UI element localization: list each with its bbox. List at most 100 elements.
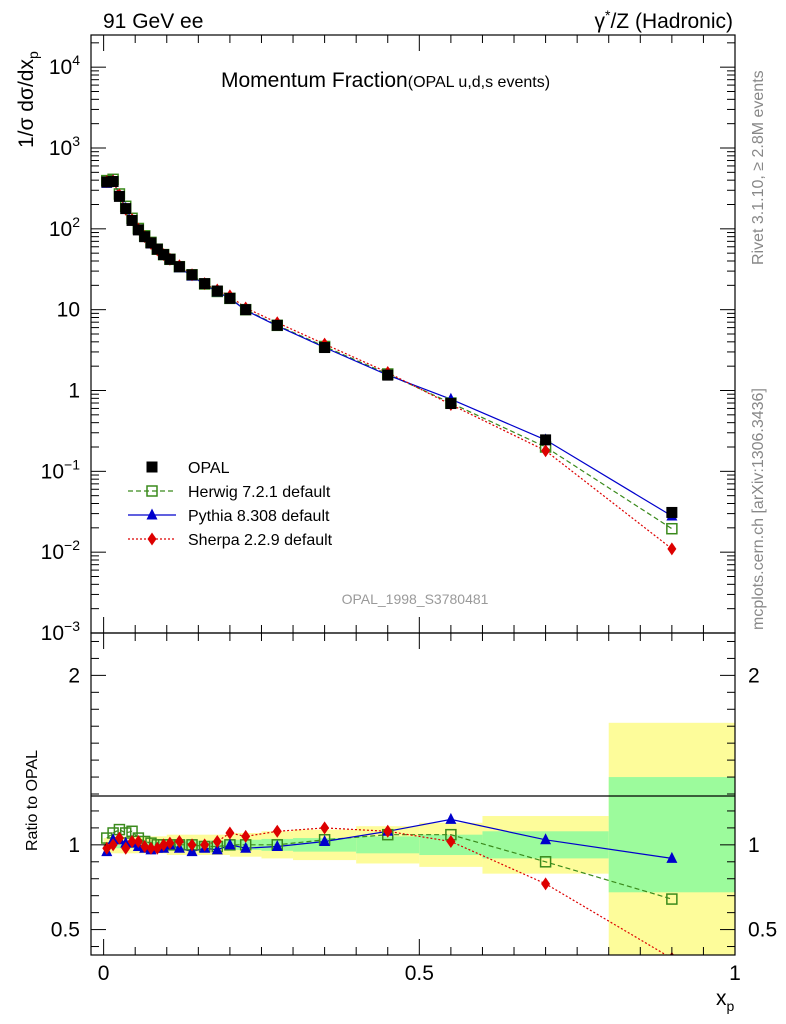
ratio-tick-labels: 0.5 0.5 1 1 2 2 (51, 664, 777, 941)
ratio-panel-series (101, 812, 678, 955)
header-right-label: γ*/Z (Hadronic) (595, 7, 733, 33)
ratio-point-2-9 (159, 838, 169, 852)
main-ytick-label-2: 102 (49, 214, 80, 241)
main-ytick-label-5: 10−1 (41, 456, 81, 483)
main-point-0-7 (145, 237, 157, 249)
ratio-ytick-label-left-0: 0.5 (51, 919, 80, 942)
ratio-point-2-19 (383, 824, 393, 838)
plot-title: Momentum Fraction(OPAL u,d,s events) (221, 69, 550, 92)
main-y-axis-label: 1/σ dσ/dxp (15, 51, 41, 148)
ratio-ytick-label-right-1: 1 (748, 834, 760, 857)
ratio-point-2-1 (108, 838, 118, 852)
ratio-point-0-21 (539, 856, 552, 868)
ratio-point-2-4 (127, 834, 137, 848)
ratio-band-inner-2 (166, 840, 230, 850)
ratio-point-2-5 (133, 834, 143, 848)
ratio-point-2-16 (241, 829, 251, 843)
legend-marker-0 (146, 461, 158, 473)
main-point-0-22 (666, 506, 678, 518)
header-left-label: 91 GeV ee (103, 10, 203, 33)
x-tick-label-1: 0.5 (405, 962, 434, 985)
main-point-0-17 (271, 319, 283, 331)
mcplots-label: mcplots.cern.ch [arXiv:1306.3436] (750, 388, 767, 630)
ratio-point-2-20 (446, 834, 456, 848)
legend-label-1: Herwig 7.2.1 default (188, 484, 331, 501)
analysis-id-label: OPAL_1998_S3780481 (342, 591, 489, 607)
x-tick-label-0: 0 (98, 962, 110, 985)
ratio-point-2-18 (320, 821, 330, 835)
main-point-0-8 (151, 243, 163, 255)
ratio-point-2-15 (225, 826, 235, 840)
ratio-point-1-14 (211, 843, 223, 855)
ratio-point-2-12 (187, 838, 197, 852)
main-point-3-21 (541, 444, 551, 458)
ratio-point-2-14 (212, 834, 222, 848)
main-point-0-3 (120, 203, 132, 215)
main-point-3-22 (667, 542, 677, 556)
ratio-point-2-3 (121, 841, 131, 855)
main-point-0-19 (382, 369, 394, 381)
ratio-point-1-22 (666, 851, 678, 863)
main-point-0-2 (113, 190, 125, 202)
ratio-point-1-18 (319, 834, 331, 846)
ratio-point-1-15 (224, 838, 236, 850)
main-point-0-14 (211, 285, 223, 297)
ratio-ytick-label-left-2: 2 (68, 664, 80, 687)
ratio-point-2-17 (272, 824, 282, 838)
ratio-point-1-20 (445, 812, 457, 824)
x-tick-label-2: 1 (729, 962, 741, 985)
legend-marker-1 (146, 485, 158, 497)
main-ytick-label-6: 10−2 (41, 537, 81, 564)
main-point-0-13 (199, 278, 211, 290)
rivet-version-label: Rivet 3.1.10, ≥ 2.8M events (750, 70, 767, 265)
ratio-y-axis-label: Ratio to OPAL (24, 750, 41, 851)
main-point-0-11 (173, 261, 185, 273)
main-ytick-label-1: 103 (49, 133, 80, 160)
main-panel-series (101, 173, 678, 556)
main-point-0-6 (139, 231, 151, 243)
legend-label-0: OPAL (188, 460, 230, 477)
x-axis-label: xp (716, 987, 735, 1014)
legend-label-3: Sherpa 2.2.9 default (188, 532, 333, 549)
ratio-point-1-17 (271, 840, 283, 852)
main-point-0-20 (445, 398, 457, 410)
main-point-0-18 (319, 342, 331, 354)
main-point-0-16 (240, 304, 252, 316)
main-point-0-15 (224, 292, 236, 304)
ratio-point-0-22 (666, 893, 678, 905)
ratio-uncertainty-bands (103, 722, 735, 955)
main-ytick-label-4: 1 (68, 380, 80, 403)
main-point-0-5 (132, 224, 144, 236)
main-ytick-label-7: 10−3 (41, 618, 81, 645)
legend: OPAL Herwig 7.2.1 default Pythia 8.308 def… (128, 460, 333, 549)
main-point-0-0 (101, 176, 113, 188)
main-point-0-21 (540, 434, 552, 446)
ratio-point-2-11 (174, 834, 184, 848)
main-point-0-10 (164, 253, 176, 265)
ratio-point-2-6 (140, 840, 150, 854)
main-point-0-1 (107, 176, 119, 188)
ratio-point-1-21 (540, 833, 552, 845)
ratio-point-2-13 (200, 838, 210, 852)
legend-label-2: Pythia 8.308 default (188, 508, 330, 525)
main-point-0-9 (158, 249, 170, 261)
main-line-1 (106, 178, 673, 530)
ratio-ytick-label-right-0: 0.5 (748, 919, 777, 942)
ratio-band-inner-9 (608, 777, 735, 893)
ratio-point-1-16 (240, 841, 252, 853)
main-point-0-4 (126, 214, 138, 226)
legend-marker-3 (147, 532, 157, 546)
main-ytick-label-3: 10 (57, 299, 80, 322)
legend-marker-2 (146, 508, 158, 520)
main-point-0-12 (186, 269, 198, 281)
ratio-point-2-2 (114, 831, 124, 845)
main-ytick-label-0: 104 (49, 52, 80, 79)
main-panel-ticks (91, 35, 736, 634)
ratio-point-2-10 (165, 836, 175, 850)
ratio-panel-ticks (91, 633, 736, 955)
ratio-band-inner-6 (356, 836, 420, 854)
ratio-point-2-21 (541, 877, 551, 891)
x-tick-labels: 0 0.5 1 (98, 962, 741, 985)
